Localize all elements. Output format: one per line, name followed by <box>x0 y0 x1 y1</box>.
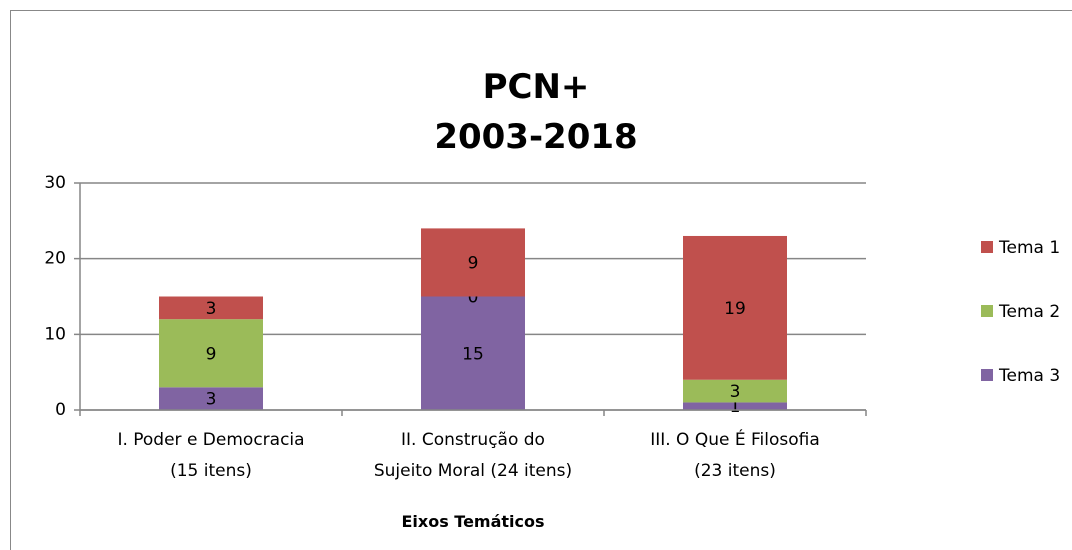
legend-label: Tema 2 <box>998 302 1060 322</box>
x-tick-label: I. Poder e Democracia (15 itens) <box>117 430 305 481</box>
y-tick-label: 0 <box>55 400 66 420</box>
bar-segment <box>159 387 263 410</box>
x-tick-label: III. O Que É Filosofia (23 itens) <box>650 430 820 481</box>
legend-label: Tema 1 <box>998 238 1060 258</box>
x-axis-label: Eixos Temáticos <box>401 512 545 531</box>
y-tick-label: 10 <box>44 324 66 344</box>
data-label: 9 <box>206 344 217 364</box>
y-tick-label: 30 <box>44 173 66 193</box>
bar-segment <box>159 319 263 388</box>
chart-border <box>10 10 1072 550</box>
data-label: 3 <box>206 299 217 319</box>
legend-swatch <box>981 241 993 253</box>
bar-segment <box>421 228 525 297</box>
bar-segment <box>159 296 263 320</box>
data-label: 3 <box>206 390 217 410</box>
legend-swatch <box>981 305 993 317</box>
data-label: 1 <box>730 397 741 417</box>
x-tick-label: II. Construção do Sujeito Moral (24 iten… <box>373 430 573 481</box>
data-label: 0 <box>468 288 479 308</box>
data-label: 3 <box>730 382 741 402</box>
legend-label: Tema 3 <box>998 366 1060 386</box>
data-label: 19 <box>724 299 746 319</box>
legend-swatch <box>981 369 993 381</box>
y-tick-label: 20 <box>44 249 66 269</box>
data-label: 9 <box>468 253 479 273</box>
bar-segment <box>683 402 787 410</box>
bar-segment <box>683 379 787 403</box>
bar-segment <box>421 296 525 410</box>
chart-title: PCN+ 2003-2018 <box>434 67 638 157</box>
data-label: 15 <box>462 344 484 364</box>
bar-segment <box>683 235 787 380</box>
